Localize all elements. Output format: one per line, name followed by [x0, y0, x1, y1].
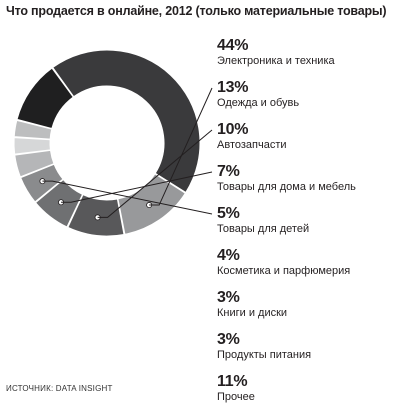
legend-label: Электроника и техника [217, 55, 335, 67]
legend-percent: 11% [217, 373, 248, 390]
legend-label: Косметика и парфюмерия [217, 265, 351, 277]
chart-title: Что продается в онлайне, 2012 (только ма… [6, 4, 387, 18]
legend-label: Продукты питания [217, 349, 312, 361]
legend-percent: 7% [217, 163, 240, 180]
legend-item-kids: 5% Товары для детей [217, 206, 401, 236]
slice-pointer-line [61, 171, 213, 203]
legend-item-clothing: 13% Одежда и обувь [217, 80, 401, 110]
legend-label: Одежда и обувь [217, 97, 300, 109]
legend-item-electronics: 44% Электроника и техника [217, 38, 401, 68]
legend-item-auto-parts: 10% Автозапчасти [217, 122, 401, 152]
legend-item-food: 3% Продукты питания [217, 332, 401, 362]
legend-label: Книги и диски [217, 307, 288, 319]
legend-item-books: 3% Книги и диски [217, 290, 401, 320]
legend-label: Товары для дома и мебель [217, 181, 356, 193]
donut-slice [14, 149, 55, 178]
donut-slice [13, 137, 51, 155]
source-note: ИСТОЧНИК: DATA INSIGHT [6, 384, 113, 393]
legend-item-home-furniture: 7% Товары для дома и мебель [217, 164, 401, 194]
slice-pointer-line [97, 129, 213, 218]
legend-label: Товары для детей [217, 223, 310, 235]
legend-percent: 44% [217, 37, 249, 54]
legend-percent: 5% [217, 205, 240, 222]
legend-percent: 3% [217, 289, 240, 306]
legend-percent: 4% [217, 247, 240, 264]
slice-pointer-line [149, 87, 213, 206]
donut-slice [16, 67, 74, 130]
legend-percent: 10% [217, 121, 249, 138]
legend-label: Прочее [217, 391, 255, 403]
legend-percent: 13% [217, 79, 249, 96]
legend-item-cosmetics: 4% Косметика и парфюмерия [217, 248, 401, 278]
donut-slice [13, 119, 53, 140]
legend-item-other: 11% Прочее [217, 374, 401, 404]
legend-percent: 3% [217, 331, 240, 348]
legend-label: Автозапчасти [217, 139, 287, 151]
donut-slice [52, 49, 201, 194]
slice-pointer-line [42, 180, 213, 215]
